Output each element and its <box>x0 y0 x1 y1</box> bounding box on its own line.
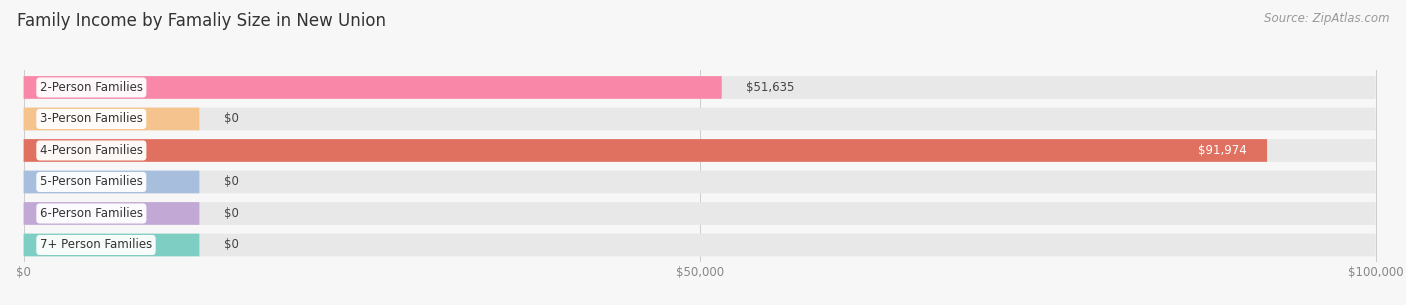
FancyBboxPatch shape <box>24 170 1375 193</box>
Text: 7+ Person Families: 7+ Person Families <box>39 239 152 252</box>
Text: 3-Person Families: 3-Person Families <box>39 113 143 125</box>
Text: 4-Person Families: 4-Person Families <box>39 144 143 157</box>
Text: $0: $0 <box>224 113 239 125</box>
Text: Family Income by Famaliy Size in New Union: Family Income by Famaliy Size in New Uni… <box>17 12 385 30</box>
FancyBboxPatch shape <box>24 234 1375 256</box>
FancyBboxPatch shape <box>24 170 200 193</box>
FancyBboxPatch shape <box>24 76 1375 99</box>
Text: $0: $0 <box>224 239 239 252</box>
FancyBboxPatch shape <box>24 234 200 256</box>
Text: $0: $0 <box>224 175 239 188</box>
FancyBboxPatch shape <box>24 139 1375 162</box>
FancyBboxPatch shape <box>24 202 200 225</box>
FancyBboxPatch shape <box>24 139 1267 162</box>
Text: $51,635: $51,635 <box>747 81 794 94</box>
FancyBboxPatch shape <box>24 76 721 99</box>
Text: $91,974: $91,974 <box>1198 144 1247 157</box>
FancyBboxPatch shape <box>24 108 1375 130</box>
Text: Source: ZipAtlas.com: Source: ZipAtlas.com <box>1264 12 1389 25</box>
Text: 6-Person Families: 6-Person Families <box>39 207 143 220</box>
Text: 5-Person Families: 5-Person Families <box>39 175 143 188</box>
FancyBboxPatch shape <box>24 202 1375 225</box>
Text: $0: $0 <box>224 207 239 220</box>
FancyBboxPatch shape <box>24 108 200 130</box>
Text: 2-Person Families: 2-Person Families <box>39 81 143 94</box>
